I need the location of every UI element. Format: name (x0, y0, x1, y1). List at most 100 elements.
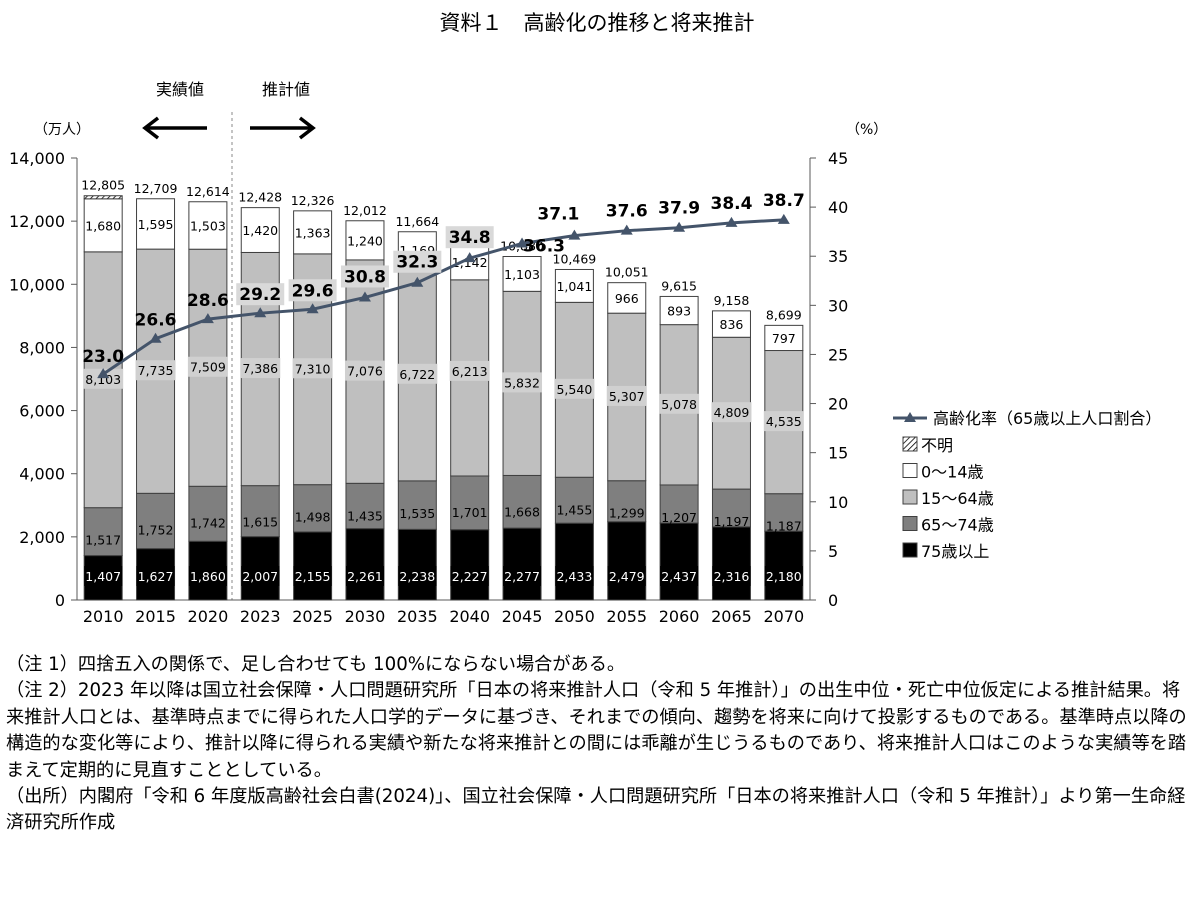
label-bg (340, 265, 389, 288)
label-bg (83, 368, 124, 389)
aging-rate-marker (777, 213, 790, 224)
bar-segment (240, 207, 280, 253)
y-right-tick-label: 20 (828, 395, 848, 414)
legend-label: 不明 (921, 436, 953, 455)
aging-rate-label: 38.4 (710, 194, 752, 214)
period-label-projection: 推計値 (262, 80, 310, 99)
y-left-tick-label: 10,000 (9, 275, 65, 294)
bar-segment (554, 476, 594, 524)
y-right-tick-label: 25 (828, 345, 848, 364)
x-tick-label: 2030 (345, 607, 386, 626)
bar-segment (188, 485, 228, 542)
total-label: 12,614 (186, 184, 230, 199)
data-label-65-74: 1,668 (504, 504, 540, 519)
data-label-65-74: 1,187 (766, 519, 802, 534)
label-bg (502, 372, 543, 393)
bar-segment (83, 507, 123, 557)
y-right-tick-label: 35 (828, 247, 848, 266)
legend-swatch (902, 436, 918, 452)
aging-rate-label: 38.7 (763, 191, 805, 211)
label-bg (711, 402, 752, 423)
x-tick-label: 2010 (83, 607, 124, 626)
legend-swatch (902, 489, 918, 505)
x-tick-label: 2050 (554, 607, 595, 626)
bar-segment (345, 220, 385, 261)
label-bg (188, 566, 227, 586)
data-label-75plus: 1,407 (85, 569, 121, 584)
x-tick-label: 2020 (188, 607, 229, 626)
total-label: 9,615 (661, 278, 697, 293)
arrow-left-icon (142, 116, 207, 140)
bar-segment (711, 526, 751, 601)
label-bg (240, 358, 281, 379)
aging-rate-marker (201, 313, 214, 324)
data-label-65-74: 1,742 (190, 515, 226, 530)
bar-segment (711, 310, 751, 338)
aging-rate-marker (358, 291, 371, 302)
bar-segment (607, 521, 647, 601)
data-label-75plus: 2,155 (295, 569, 331, 584)
data-label-0-14: 1,041 (556, 279, 592, 294)
bar-segment (397, 528, 437, 601)
bar-segment (293, 531, 333, 601)
y-left-tick-label: 6,000 (19, 402, 65, 421)
data-label-0-14: 966 (615, 291, 639, 306)
data-label-75plus: 2,007 (242, 569, 278, 584)
legend-swatch (902, 463, 918, 478)
data-label-75plus: 2,180 (766, 569, 802, 584)
aging-rate-label: 37.9 (658, 199, 700, 219)
label-bg (345, 566, 384, 586)
data-label-65-74: 1,455 (556, 502, 592, 517)
label-bg (344, 360, 385, 381)
y-left-tick-label: 4,000 (19, 465, 65, 484)
legend-label: 高齢化率（65歳以上人口割合） (933, 409, 1161, 428)
y-left-tick-label: 12,000 (9, 212, 65, 231)
y-left-tick-label: 0 (55, 591, 65, 610)
data-label-15-64: 6,722 (399, 367, 435, 382)
legend-label: 0～14歳 (921, 463, 984, 482)
y-right-tick-label: 40 (828, 198, 848, 217)
aging-rate-label: 37.6 (606, 202, 648, 222)
aging-rate-label: 30.8 (344, 267, 386, 287)
y-right-tick-label: 0 (828, 591, 838, 610)
bar-segment (659, 295, 699, 326)
data-label-15-64: 6,213 (452, 364, 488, 379)
data-label-75plus: 2,479 (609, 569, 645, 584)
bar-segment (659, 484, 699, 524)
bar-segment (554, 268, 594, 303)
label-bg (236, 283, 285, 306)
data-label-0-14: 1,142 (452, 255, 488, 270)
total-label: 10,469 (553, 251, 597, 266)
data-label-15-64: 7,386 (242, 361, 278, 376)
label-bg (659, 393, 700, 414)
total-label: 12,326 (291, 193, 335, 208)
label-bg (292, 358, 333, 379)
total-label: 10,051 (605, 265, 649, 280)
data-label-65-74: 1,701 (452, 505, 488, 520)
data-label-65-74: 1,517 (85, 533, 121, 548)
chart-title: 資料１ 高齢化の推移と将来推計 (440, 11, 755, 35)
label-bg (607, 566, 646, 586)
bar-segment (764, 530, 804, 601)
data-label-0-14: 836 (720, 317, 744, 332)
aging-rate-marker (411, 276, 424, 287)
note-2: （注 2）2023 年以降は国立社会保障・人口問題研究所「日本の将来推計人口（令… (6, 680, 1187, 781)
aging-rate-marker (306, 303, 319, 314)
total-label: 12,428 (238, 190, 282, 205)
data-label-65-74: 1,207 (661, 510, 697, 525)
x-tick-label: 2035 (397, 607, 438, 626)
data-label-65-74: 1,535 (399, 506, 435, 521)
label-bg (445, 226, 494, 249)
label-bg (136, 566, 175, 586)
x-tick-label: 2025 (292, 607, 333, 626)
data-label-75plus: 2,316 (714, 569, 750, 584)
label-bg (763, 411, 804, 432)
aging-rate-label: 29.6 (292, 281, 334, 301)
data-label-0-14: 893 (667, 304, 691, 319)
label-bg (293, 566, 332, 586)
label-bg (187, 356, 228, 377)
legend-label: 15～64歳 (921, 489, 994, 508)
x-tick-label: 2065 (711, 607, 752, 626)
label-bg (449, 360, 490, 381)
aging-rate-label: 37.1 (537, 205, 579, 225)
